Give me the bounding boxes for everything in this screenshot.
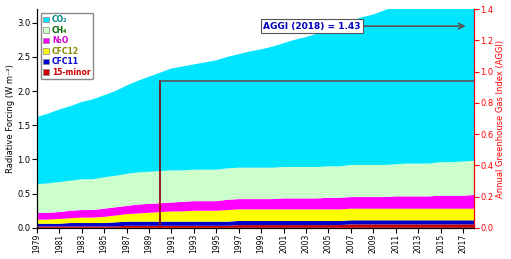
Y-axis label: Annual Greenhouse Gas Index (AGGI): Annual Greenhouse Gas Index (AGGI) xyxy=(497,39,505,198)
Text: AGGI (2018) = 1.43: AGGI (2018) = 1.43 xyxy=(263,22,360,31)
Y-axis label: Radiative Forcing (W m⁻²): Radiative Forcing (W m⁻²) xyxy=(6,64,14,173)
Legend: CO₂, CH₄, N₂O, CFC12, CFC11, 15-minor: CO₂, CH₄, N₂O, CFC12, CFC11, 15-minor xyxy=(41,13,93,79)
